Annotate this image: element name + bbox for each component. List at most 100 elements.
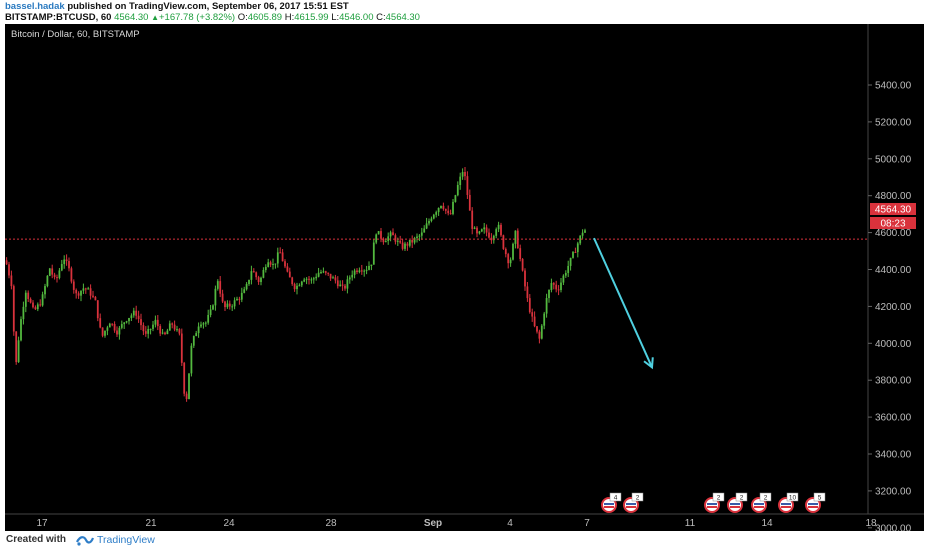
event-flag-icon[interactable]: 10 xyxy=(778,492,799,513)
event-flag-icon[interactable]: 5 xyxy=(805,492,826,513)
candle-body xyxy=(188,373,190,399)
candle-body xyxy=(360,270,363,272)
candle-body xyxy=(128,318,130,322)
time-axis[interactable]: 17 21 24 28 Sep 4 7 11 14 18 xyxy=(36,518,877,529)
candle-body xyxy=(56,277,58,279)
candle-body xyxy=(207,314,210,323)
candle-body xyxy=(461,172,464,177)
event-count: 2 xyxy=(740,495,744,502)
candle-body xyxy=(538,331,541,339)
candle-body xyxy=(432,214,435,219)
event-flag-icon[interactable]: 2 xyxy=(623,492,644,513)
price-chart[interactable]: 5400.00 5200.00 5000.00 4800.00 4600.00 4400.… xyxy=(5,24,924,531)
tradingview-link[interactable]: TradingView xyxy=(97,534,155,546)
candle-body xyxy=(63,259,66,265)
candle-body xyxy=(94,296,97,301)
price-axis[interactable]: 5400.00 5200.00 5000.00 4800.00 4600.00 4400.… xyxy=(868,81,912,532)
candle-body xyxy=(224,301,226,308)
price-tick-label: 5400.00 xyxy=(875,81,912,92)
candle-body xyxy=(449,213,452,215)
candle-body xyxy=(108,323,111,328)
candle-body xyxy=(476,227,478,234)
candle-body xyxy=(401,242,404,249)
time-tick-label: 18 xyxy=(865,518,877,529)
candle-body xyxy=(459,176,462,186)
candle-body xyxy=(480,229,483,232)
candle-body xyxy=(147,329,150,334)
candle-body xyxy=(159,326,162,334)
candle-body xyxy=(15,331,18,363)
candle-body xyxy=(274,263,277,265)
event-icons-layer: 4 2 2 2 2 10 5 xyxy=(601,492,826,513)
candle-body xyxy=(471,210,474,229)
candle-body xyxy=(411,239,414,243)
candle-body xyxy=(548,290,550,299)
price-label: 4564.30 xyxy=(875,205,912,216)
candle-body xyxy=(428,220,430,224)
forecast-arrow[interactable] xyxy=(593,237,654,370)
event-flag-icon[interactable]: 2 xyxy=(727,492,748,513)
candle-body xyxy=(104,330,106,336)
candle-body xyxy=(382,238,385,243)
event-flag-icon[interactable]: 4 xyxy=(601,492,622,513)
candle-body xyxy=(341,284,344,286)
price-label-tag: 4564.30 xyxy=(870,203,916,216)
candle-body xyxy=(584,230,586,233)
candle-body xyxy=(75,289,78,294)
candle-body xyxy=(452,201,454,214)
candle-body xyxy=(406,243,409,246)
candle-body xyxy=(363,270,366,272)
candle-body xyxy=(569,257,572,266)
event-flag-icon[interactable]: 2 xyxy=(704,492,725,513)
candle-body xyxy=(464,172,466,177)
candle-body xyxy=(87,288,90,290)
candle-body xyxy=(22,306,25,320)
candle-body xyxy=(65,259,68,262)
candle-body xyxy=(444,208,447,211)
candle-body xyxy=(240,292,243,300)
candle-body xyxy=(228,303,231,307)
candle-body xyxy=(512,243,514,260)
candle-body xyxy=(12,286,15,332)
candle-body xyxy=(200,324,202,327)
candle-body xyxy=(502,235,505,249)
candle-body xyxy=(310,279,313,281)
candle-body xyxy=(204,322,207,324)
candle-body xyxy=(497,224,500,230)
candle-body xyxy=(123,322,126,325)
candle-body xyxy=(418,235,421,237)
event-flag-icon[interactable]: 2 xyxy=(751,492,772,513)
price-tick-label: 3600.00 xyxy=(875,413,912,424)
price-tick-label: 3800.00 xyxy=(875,376,912,387)
price-tick-label: 5200.00 xyxy=(875,117,912,128)
ohlc-info: BITSTAMP:BTCUSD, 60 4564.30 ▲+167.78 (+3… xyxy=(5,12,420,23)
time-tick-label: 11 xyxy=(685,518,696,529)
time-tick-label: 28 xyxy=(325,518,337,529)
candle-body xyxy=(387,236,390,242)
candle-body xyxy=(183,362,186,394)
event-count: 5 xyxy=(818,495,822,502)
candle-body xyxy=(291,277,294,285)
author-link[interactable]: bassel.hadak xyxy=(5,1,65,12)
candle-body xyxy=(298,285,301,287)
countdown-tag: 08:23 xyxy=(870,217,916,230)
candle-body xyxy=(20,319,22,341)
price-tick-label: 4400.00 xyxy=(875,265,912,276)
candle-body xyxy=(416,236,418,238)
candle-body xyxy=(526,286,529,299)
candle-body xyxy=(84,288,87,290)
candle-body xyxy=(425,223,428,229)
candle-body xyxy=(473,227,476,229)
candle-body xyxy=(197,326,200,334)
candle-body xyxy=(101,327,104,336)
candle-body xyxy=(152,324,154,329)
candle-body xyxy=(348,277,351,280)
candle-body xyxy=(413,237,416,243)
candle-body xyxy=(368,265,370,270)
candle-body xyxy=(279,252,282,254)
candle-body xyxy=(572,252,574,258)
candle-body xyxy=(92,295,94,297)
created-with-label: Created with xyxy=(6,534,67,545)
candle-body xyxy=(214,288,217,306)
chart-panel[interactable]: 5400.00 5200.00 5000.00 4800.00 4600.00 4400.… xyxy=(5,24,924,531)
